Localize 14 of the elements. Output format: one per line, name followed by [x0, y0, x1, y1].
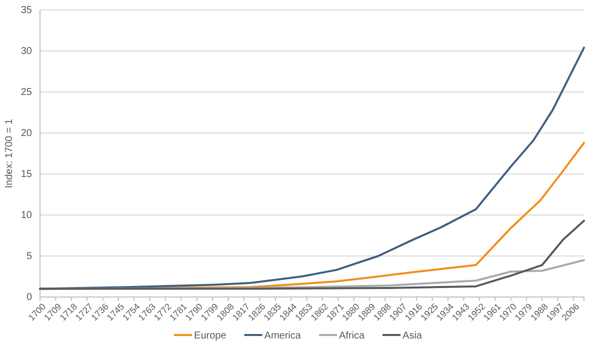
y-tick-label: 25 — [20, 87, 32, 98]
line-series — [39, 220, 585, 290]
legend-label: America — [264, 330, 302, 342]
legend-label: Europe — [194, 330, 227, 342]
legend-label: Asia — [402, 330, 422, 342]
y-tick-label: 0 — [26, 292, 32, 304]
y-tick-label: 30 — [20, 46, 32, 58]
y-tick-label: 35 — [20, 5, 32, 16]
y-tick-label: 5 — [26, 251, 32, 262]
y-tick-label: 10 — [20, 210, 32, 222]
y-axis-title: Index: 1700 = 1 — [4, 118, 15, 188]
legend-label: Africa — [338, 330, 365, 342]
y-tick-label: 20 — [20, 128, 32, 140]
y-tick-label: 15 — [20, 169, 32, 180]
